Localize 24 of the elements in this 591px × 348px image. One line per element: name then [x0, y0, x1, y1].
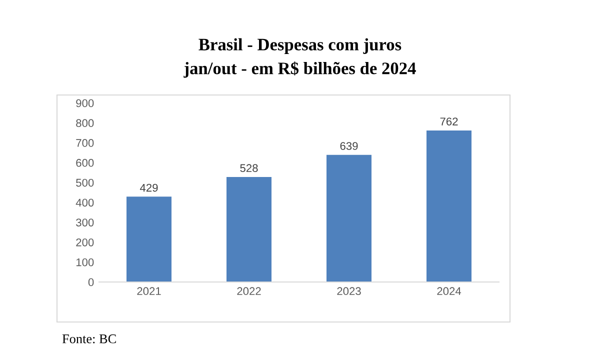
bar	[326, 154, 372, 282]
data-label: 429	[140, 184, 158, 192]
y-tick-label: 400	[76, 198, 94, 207]
data-label: 639	[340, 142, 358, 150]
y-tick-label: 300	[76, 218, 94, 226]
source-note: Fonte: BC	[62, 334, 116, 344]
y-tick-label: 0	[88, 278, 94, 286]
x-tick-label: 2024	[437, 287, 462, 296]
y-tick-label: 900	[76, 99, 94, 108]
y-tick-label: 700	[76, 139, 94, 147]
bar	[226, 176, 272, 282]
y-tick-label: 500	[76, 178, 94, 187]
x-tick-label: 2023	[337, 287, 361, 296]
bar	[126, 196, 172, 282]
y-tick-label: 100	[76, 258, 94, 266]
y-tick-label: 800	[76, 119, 94, 128]
data-label: 762	[440, 118, 458, 126]
y-tick-label: 600	[76, 158, 94, 167]
y-tick-label: 200	[76, 238, 94, 246]
bar	[426, 130, 472, 282]
chart-title: Brasil - Despesas com juros jan/out - em R$ bilhões de 2024	[184, 38, 416, 78]
x-tick-label: 2021	[137, 287, 161, 296]
x-tick-label: 2022	[237, 287, 261, 296]
data-label: 528	[240, 164, 258, 172]
